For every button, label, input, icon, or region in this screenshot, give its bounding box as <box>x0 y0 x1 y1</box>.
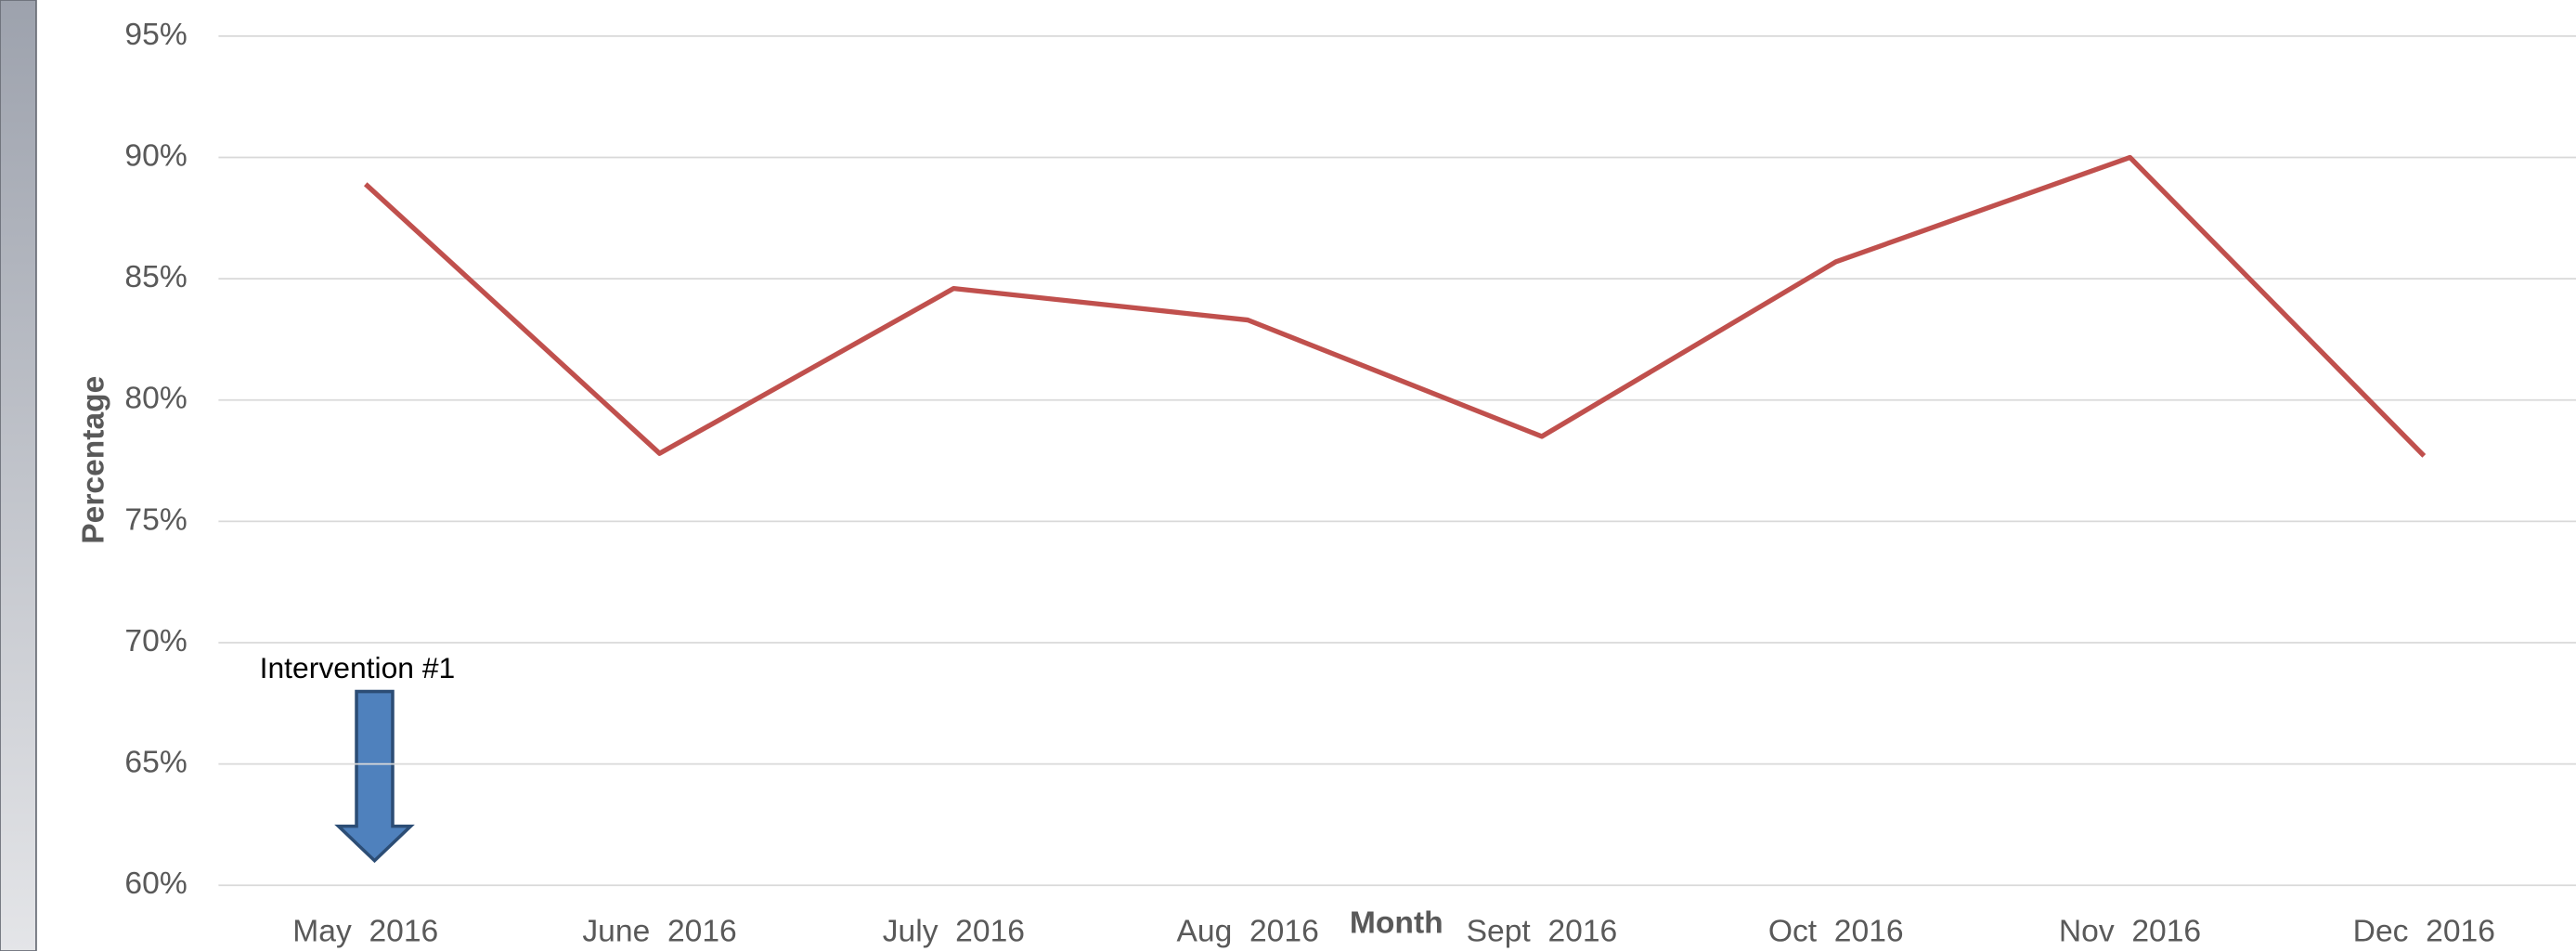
y-tick-label: 85% <box>124 260 187 294</box>
y-tick-label: 75% <box>124 502 187 537</box>
x-axis-title: Month <box>1350 906 1443 941</box>
y-tick-label: 65% <box>124 746 187 780</box>
side-strip <box>0 0 37 951</box>
y-tick-label: 70% <box>124 624 187 658</box>
x-tick-label: Dec 2016 <box>2353 914 2495 948</box>
y-axis-title: Percentage <box>77 376 111 544</box>
x-tick-label: July 2016 <box>883 914 1025 948</box>
y-tick-label: 80% <box>124 382 187 416</box>
x-tick-label: Oct 2016 <box>1768 914 1904 948</box>
line-series <box>363 154 2427 458</box>
y-tick-label: 95% <box>124 18 187 52</box>
arrow <box>334 689 415 864</box>
x-tick-label: Aug 2016 <box>1176 914 1318 948</box>
y-tick-label: 90% <box>124 138 187 173</box>
x-tick-label: Sept 2016 <box>1467 914 1618 948</box>
x-tick-label: May 2016 <box>292 914 438 948</box>
annotation: Intervention #1 <box>260 651 456 684</box>
x-tick-label: Nov 2016 <box>2059 914 2201 948</box>
y-tick-label: 60% <box>124 866 187 901</box>
x-tick-label: June 2016 <box>582 914 736 948</box>
